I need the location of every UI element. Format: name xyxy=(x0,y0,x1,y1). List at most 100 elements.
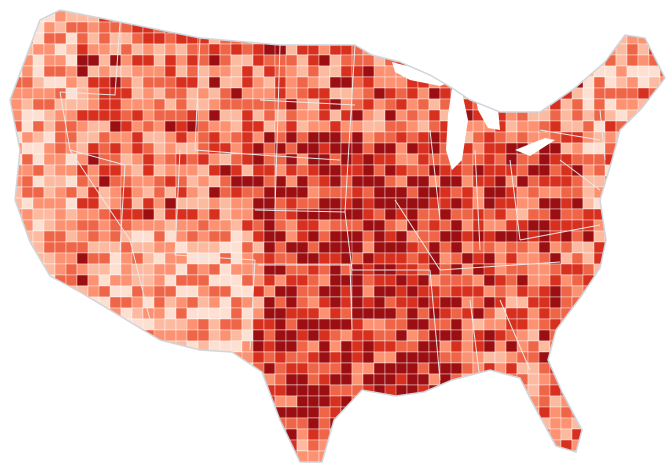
county xyxy=(340,10,353,23)
county xyxy=(604,109,617,122)
county xyxy=(472,406,485,419)
county xyxy=(461,439,474,452)
county xyxy=(208,439,221,452)
county xyxy=(615,417,628,430)
county xyxy=(98,87,111,100)
county xyxy=(494,241,507,254)
county xyxy=(626,65,639,78)
county xyxy=(483,54,507,67)
county xyxy=(142,76,155,89)
county xyxy=(10,450,34,462)
county xyxy=(142,43,155,56)
county xyxy=(263,439,276,452)
county xyxy=(450,32,463,45)
county xyxy=(373,340,386,353)
county xyxy=(659,230,665,243)
county xyxy=(318,230,331,243)
county xyxy=(505,252,518,265)
county xyxy=(604,395,628,408)
county xyxy=(54,76,67,89)
county xyxy=(362,32,375,45)
county xyxy=(197,439,221,452)
county xyxy=(439,197,452,210)
county xyxy=(164,76,177,89)
county xyxy=(648,208,665,221)
county xyxy=(351,439,364,452)
county xyxy=(505,120,518,133)
county xyxy=(450,208,463,221)
county xyxy=(175,87,188,100)
county xyxy=(604,296,628,309)
county xyxy=(593,10,606,12)
county xyxy=(10,208,12,221)
county xyxy=(98,10,111,12)
county xyxy=(153,10,166,12)
county xyxy=(296,87,309,100)
county xyxy=(186,417,199,430)
county xyxy=(494,54,507,67)
county xyxy=(54,263,67,276)
county xyxy=(197,153,210,166)
county xyxy=(186,406,199,419)
county xyxy=(604,263,617,276)
county xyxy=(538,340,551,353)
county xyxy=(307,65,320,78)
county xyxy=(384,340,397,353)
county xyxy=(54,296,78,309)
county xyxy=(538,450,551,462)
county xyxy=(483,439,496,452)
county xyxy=(230,109,243,122)
county xyxy=(54,362,67,375)
county xyxy=(571,241,584,254)
county xyxy=(285,296,298,309)
county xyxy=(142,109,155,122)
county xyxy=(230,428,243,441)
county xyxy=(109,219,122,232)
state-border xyxy=(439,261,561,271)
county xyxy=(450,340,463,353)
county xyxy=(54,439,67,452)
county xyxy=(329,307,342,320)
county xyxy=(384,219,397,232)
county xyxy=(186,263,199,276)
county xyxy=(241,252,254,265)
county xyxy=(494,21,507,34)
state-border xyxy=(259,99,356,106)
county xyxy=(274,373,287,386)
county xyxy=(98,142,111,155)
county xyxy=(648,175,661,188)
county xyxy=(43,208,56,221)
county xyxy=(395,43,419,56)
county xyxy=(175,241,188,254)
county xyxy=(307,186,320,199)
county xyxy=(307,241,320,254)
county xyxy=(120,54,133,67)
county xyxy=(659,362,665,375)
county xyxy=(637,175,650,188)
county xyxy=(472,65,485,78)
county xyxy=(384,164,397,177)
county xyxy=(373,219,386,232)
county xyxy=(307,384,320,397)
county xyxy=(274,197,287,210)
county xyxy=(604,219,628,232)
county xyxy=(43,21,56,34)
county xyxy=(439,32,452,45)
county xyxy=(208,428,221,441)
county xyxy=(252,120,265,133)
county xyxy=(186,10,199,23)
county xyxy=(131,10,144,23)
county xyxy=(274,318,287,331)
county xyxy=(637,428,661,441)
county xyxy=(659,428,665,441)
county xyxy=(252,439,265,452)
county xyxy=(615,175,628,188)
county xyxy=(186,164,199,177)
county xyxy=(439,274,452,287)
county xyxy=(263,450,276,462)
county xyxy=(131,417,155,430)
county xyxy=(65,21,78,34)
county xyxy=(296,175,309,188)
county xyxy=(461,208,474,221)
county xyxy=(648,439,665,452)
